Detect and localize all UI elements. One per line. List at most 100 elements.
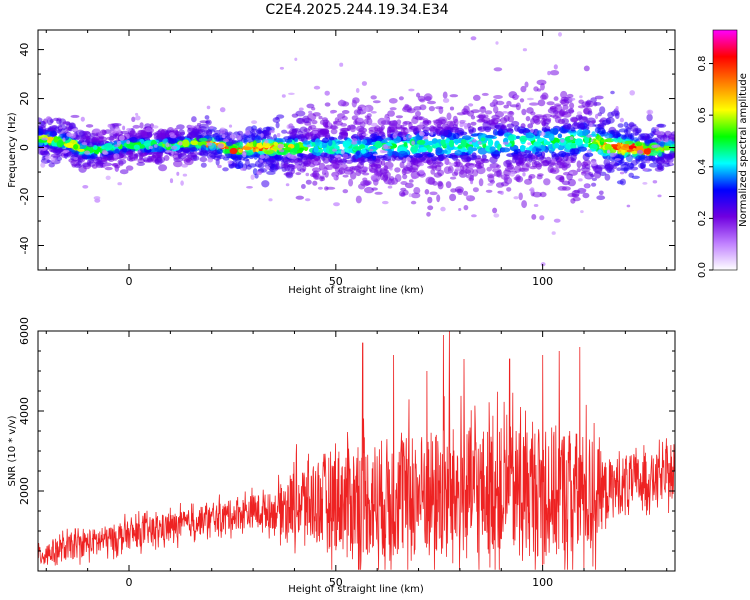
spectrogram-cell [437, 181, 444, 190]
spectrogram-cell [163, 155, 170, 161]
spectrogram-speck [317, 186, 323, 190]
spectrogram-cell [449, 193, 457, 202]
spectrogram-cell [474, 163, 482, 168]
spectrogram-cell [514, 125, 520, 132]
spectrogram-cell [559, 175, 565, 183]
spectrogram-speck [540, 262, 546, 267]
spectrogram-cell [465, 167, 474, 175]
spectrogram-speck [464, 125, 468, 130]
spectrogram-speck [491, 102, 495, 105]
spectrogram-cell [425, 176, 435, 185]
spectrogram-cell [528, 174, 536, 179]
spectrogram-cell [545, 141, 551, 146]
spectrogram-cell [615, 154, 621, 163]
spectrogram-speck [340, 149, 345, 155]
x-tick-label: 100 [532, 576, 553, 589]
spectrogram-speck [440, 206, 446, 212]
spectrogram-cell [439, 129, 449, 137]
spectrogram-speck [102, 163, 110, 167]
spectrogram-speck [526, 97, 534, 101]
spectrogram-cell [625, 127, 631, 134]
spectrogram-cell [142, 157, 149, 162]
spectrogram-cell [609, 129, 616, 135]
spectrogram-cell [275, 139, 284, 143]
spectrogram-cell [378, 126, 384, 131]
spectrogram-cell [70, 114, 80, 118]
spectrogram-cell [466, 156, 472, 162]
spectrogram-speck [586, 134, 593, 138]
spectrogram-cell [402, 174, 408, 180]
spectrogram-cell [140, 152, 146, 156]
y-tick-label: 0 [18, 144, 31, 151]
spectrogram-cell [190, 140, 198, 146]
spectrogram-cell [477, 147, 488, 155]
spectrogram-cell [654, 137, 662, 143]
spectrogram-cell [426, 211, 431, 217]
spectrogram-cell [313, 145, 319, 153]
spectrogram-cell [394, 174, 402, 182]
spectrogram-cell [302, 140, 311, 145]
spectrogram-cell [489, 146, 496, 152]
spectrogram-cell [360, 158, 370, 163]
spectrogram-speck [646, 160, 651, 164]
spectrogram-cell [286, 163, 295, 172]
spectrogram-cell [495, 182, 505, 188]
spectrogram-speck [356, 117, 364, 122]
spectrogram-speck [569, 136, 574, 141]
spectrogram-cell [636, 142, 643, 147]
spectrogram-speck [115, 168, 119, 172]
spectrogram-speck [227, 160, 233, 165]
spectrogram-cell [138, 130, 146, 135]
spectrogram-cell [561, 111, 572, 118]
spectrogram-cell [331, 171, 340, 178]
spectrogram-cell [438, 154, 444, 162]
spectrogram-cell [654, 157, 663, 162]
spectrogram-cell [295, 143, 300, 151]
spectrogram-speck [502, 141, 509, 145]
spectrogram-speck [207, 157, 213, 163]
spectrogram-cell [373, 178, 379, 186]
spectrogram-cell [629, 133, 635, 141]
spectrogram-cell [311, 167, 321, 173]
spectrogram-speck [66, 132, 73, 137]
spectrogram-speck [228, 124, 233, 128]
spectrogram-cell [255, 153, 261, 158]
spectrogram-speck [459, 119, 467, 123]
spectrogram-speck [333, 202, 340, 207]
spectrogram-speck [582, 188, 587, 192]
spectrogram-speck [220, 127, 225, 131]
spectrogram-cell [576, 129, 584, 137]
x-tick-label: 0 [126, 576, 133, 589]
spectrogram-cell [452, 139, 462, 144]
spectrogram-speck [342, 153, 349, 159]
spectrogram-speck [370, 174, 377, 180]
spectrogram-cell [569, 102, 575, 109]
spectrogram-cell [319, 148, 324, 153]
spectrogram-speck [40, 162, 46, 168]
spectrogram-speck [448, 162, 456, 167]
spectrogram-speck [330, 111, 335, 114]
spectrogram-speck [405, 129, 412, 133]
spectrogram-cell [648, 162, 659, 168]
spectrogram-cell [462, 190, 469, 196]
spectrogram-speck [651, 144, 658, 149]
spectrogram-cell [295, 172, 302, 176]
spectrogram-cell [558, 150, 567, 158]
spectrogram-cell [50, 153, 61, 158]
spectrogram-speck [586, 149, 592, 153]
spectrogram-speck [102, 151, 109, 155]
spectrogram-cell [104, 166, 113, 171]
spectrogram-speck [551, 231, 556, 235]
spectrogram-speck [657, 194, 662, 198]
spectrogram-cell [590, 97, 597, 103]
spectrogram-cell [540, 117, 547, 126]
spectrogram-cell [222, 167, 229, 172]
spectrogram-cell [452, 124, 458, 129]
spectrogram-speck [576, 111, 583, 116]
spectrogram-speck [126, 128, 132, 132]
spectrogram-speck [539, 215, 545, 221]
spectrogram-cell [308, 160, 316, 168]
spectrogram-cell [88, 157, 94, 164]
spectrogram-cell [525, 162, 531, 168]
spectrogram-cell [539, 156, 546, 160]
